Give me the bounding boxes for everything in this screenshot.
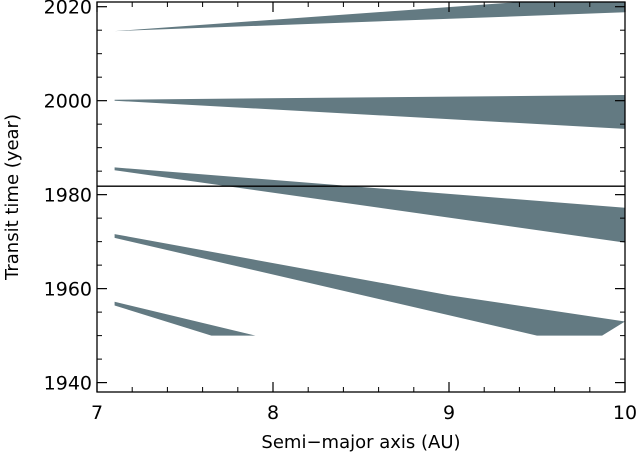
y-tick-label: 2020: [44, 0, 92, 19]
band-4: [114, 234, 625, 336]
band-5: [114, 301, 256, 336]
y-tick-label: 1960: [44, 279, 92, 301]
band-1: [114, 2, 625, 32]
band-2: [114, 95, 625, 129]
plot-frame: [96, 1, 626, 393]
x-tick-label: 10: [613, 402, 637, 424]
x-axis: 7 8 9 10: [91, 2, 637, 424]
band-3: [114, 167, 625, 243]
y-tick-label: 1980: [44, 185, 92, 207]
x-tick-label: 7: [91, 402, 103, 424]
y-axis: 1940 1960 1980 2000 2020: [44, 0, 625, 395]
x-tick-label: 9: [443, 402, 455, 424]
x-tick-label: 8: [267, 402, 279, 424]
y-tick-label: 2000: [44, 91, 92, 113]
x-axis-label: Semi−major axis (AU): [261, 432, 460, 453]
y-axis-label: Transit time (year): [2, 114, 23, 281]
transit-bands: [114, 2, 625, 336]
y-tick-label: 1940: [44, 373, 92, 395]
